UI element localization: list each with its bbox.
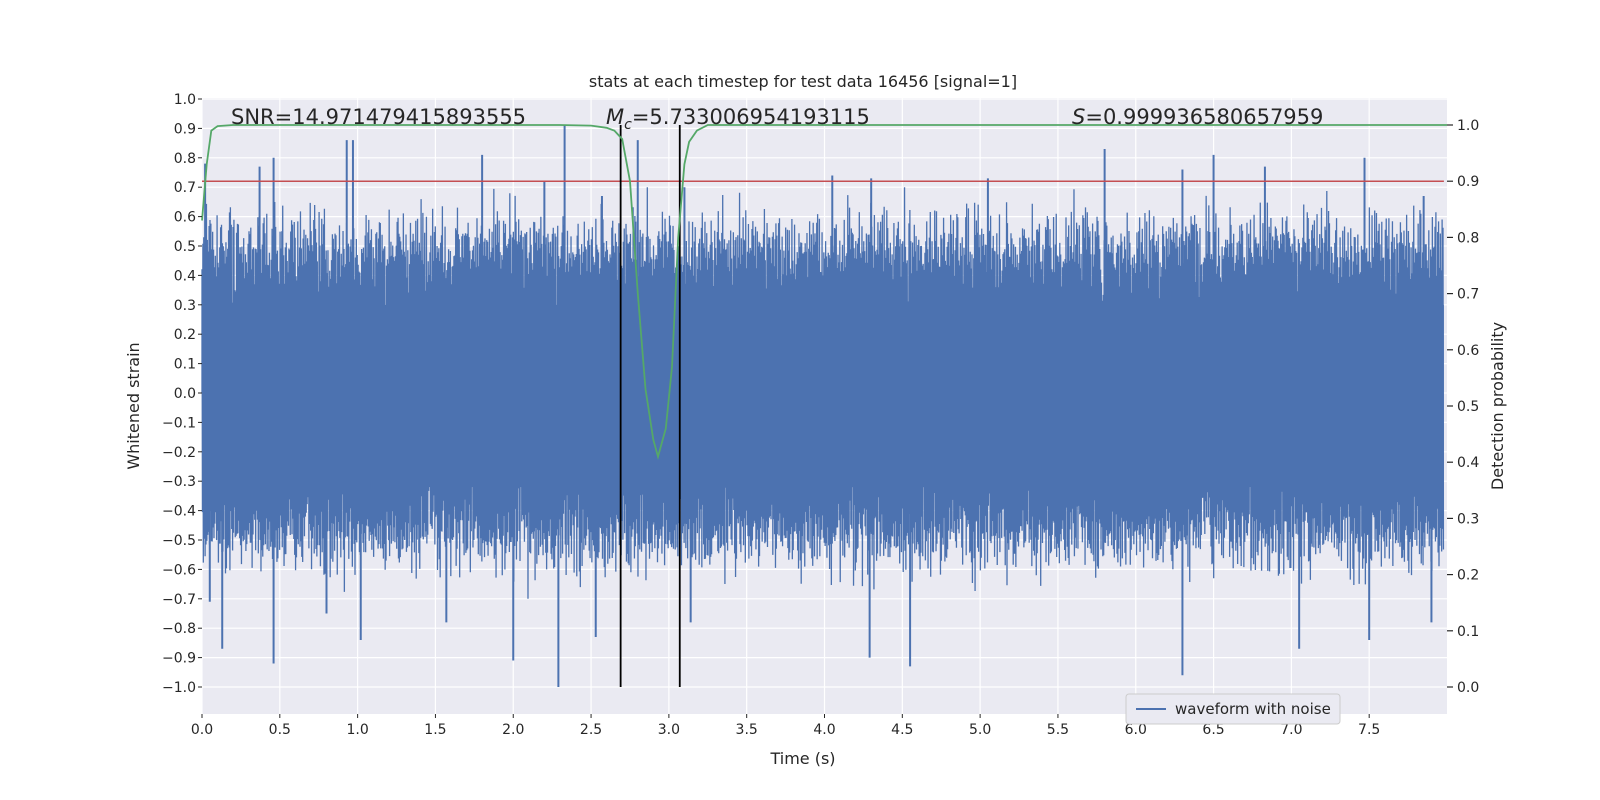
- y-left-tick-label: 0.2: [174, 327, 196, 343]
- y-left-tick-label: 1.0: [174, 92, 196, 108]
- y-right-axis-ticks: 1.0 0.9 0.8 0.7 0.6 0.5 0.4 0.3 0.2 0.1 0.0: [1447, 118, 1479, 696]
- y-right-tick-label: 0.1: [1457, 624, 1479, 640]
- y-left-tick-label: −0.6: [162, 562, 196, 578]
- y-right-tick-label: 0.5: [1457, 399, 1479, 415]
- x-tick-label: 7.5: [1358, 722, 1380, 738]
- x-tick-label: 3.0: [658, 722, 680, 738]
- y-left-tick-label: −0.3: [162, 474, 196, 490]
- x-tick-label: 6.0: [1125, 722, 1147, 738]
- y-left-tick-label: 0.3: [174, 298, 196, 314]
- significance-value: =0.999936580657959: [1085, 105, 1323, 129]
- x-tick-label: 5.0: [969, 722, 991, 738]
- x-tick-label: 6.5: [1202, 722, 1224, 738]
- y-left-tick-label: −0.9: [162, 651, 196, 667]
- x-tick-label: 7.0: [1280, 722, 1302, 738]
- significance-annotation: S=0.999936580657959: [1072, 105, 1323, 129]
- y-right-tick-label: 0.8: [1457, 230, 1479, 246]
- x-tick-label: 4.0: [813, 722, 835, 738]
- y-left-tick-label: −0.1: [162, 415, 196, 431]
- y-right-tick-label: 1.0: [1457, 118, 1479, 134]
- chirp-mass-value: =5.733006954193115: [632, 105, 870, 129]
- significance-symbol: S: [1072, 105, 1085, 129]
- x-tick-label: 1.5: [424, 722, 446, 738]
- legend: waveform with noise: [1125, 693, 1341, 725]
- y-left-axis-label: Whitened strain: [124, 342, 143, 469]
- y-right-tick-label: 0.3: [1457, 511, 1479, 527]
- y-right-tick-label: 0.9: [1457, 174, 1479, 190]
- legend-box: [1125, 693, 1341, 725]
- y-left-tick-label: −0.2: [162, 445, 196, 461]
- y-left-tick-label: −0.7: [162, 592, 196, 608]
- waveform-noise: [201, 187, 1445, 599]
- y-left-tick-label: 0.7: [174, 180, 196, 196]
- y-left-tick-label: 0.0: [174, 386, 196, 402]
- x-tick-label: 1.0: [346, 722, 368, 738]
- y-right-tick-label: 0.4: [1457, 455, 1479, 471]
- y-left-axis-ticks: 1.0 0.9 0.8 0.7 0.6 0.5 0.4 0.3 0.2 0.1 0.0 −0.1 −0.…: [162, 92, 202, 696]
- x-tick-label: 2.0: [502, 722, 524, 738]
- y-right-tick-label: 0.2: [1457, 568, 1479, 584]
- x-tick-label: 0.5: [269, 722, 291, 738]
- y-left-tick-label: 0.9: [174, 121, 196, 137]
- y-right-tick-label: 0.6: [1457, 343, 1479, 359]
- y-left-tick-label: −0.4: [162, 504, 196, 520]
- x-tick-label: 2.5: [580, 722, 602, 738]
- chart-title: stats at each timestep for test data 164…: [589, 72, 1017, 91]
- y-left-tick-label: −0.8: [162, 621, 196, 637]
- y-right-axis-label: Detection probability: [1488, 322, 1507, 490]
- x-tick-label: 0.0: [191, 722, 213, 738]
- x-tick-label: 3.5: [736, 722, 758, 738]
- chirp-mass-subscript: c: [624, 117, 632, 133]
- y-right-tick-label: 0.7: [1457, 287, 1479, 303]
- y-left-tick-label: −0.5: [162, 533, 196, 549]
- snr-annotation: SNR=14.971479415893555: [231, 105, 526, 129]
- x-axis-label: Time (s): [769, 749, 835, 768]
- y-left-tick-label: 0.8: [174, 151, 196, 167]
- y-right-tick-label: 0.0: [1457, 680, 1479, 696]
- y-left-tick-label: 0.1: [174, 357, 196, 373]
- chirp-mass-annotation: Mc=5.733006954193115: [606, 105, 870, 133]
- x-tick-label: 4.5: [891, 722, 913, 738]
- y-left-tick-label: 0.4: [174, 268, 196, 284]
- detection-probability-line: [201, 124, 1447, 460]
- y-left-tick-label: 0.5: [174, 239, 196, 255]
- y-left-tick-label: −1.0: [162, 680, 196, 696]
- chirp-mass-symbol: M: [606, 105, 624, 129]
- y-left-tick-label: 0.6: [174, 210, 196, 226]
- waveform-series: [201, 125, 1445, 687]
- legend-entry-waveform: waveform with noise: [1175, 700, 1331, 718]
- x-tick-label: 5.5: [1047, 722, 1069, 738]
